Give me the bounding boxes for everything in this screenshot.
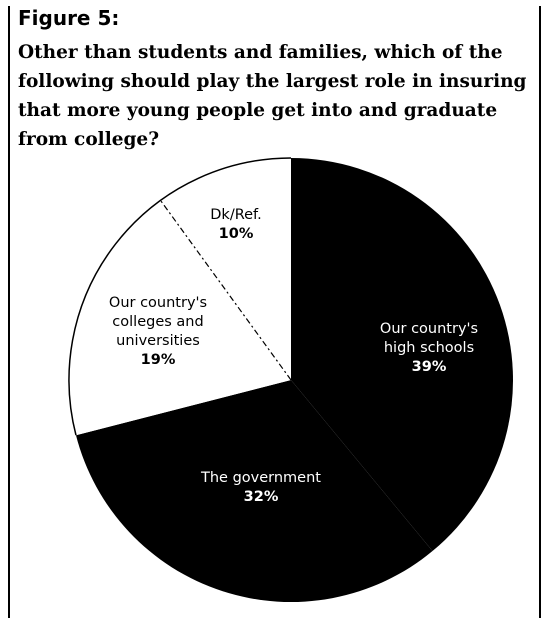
slice-value-label: 39% <box>412 359 447 375</box>
slice-value-label: 10% <box>219 226 254 242</box>
slice-category-label: Our country's <box>380 321 478 337</box>
slice-category-label: Dk/Ref. <box>210 207 261 223</box>
figure-question: Other than students and families, which … <box>18 42 527 150</box>
figure-frame: Figure 5: Other than students and famili… <box>8 6 541 618</box>
pie-outline <box>68 157 292 436</box>
slice-category-label: Our country's <box>109 295 207 311</box>
slice-separator <box>160 200 292 381</box>
pie-slice <box>68 200 291 436</box>
slice-category-label: high schools <box>384 340 474 356</box>
slice-value-label: 19% <box>141 352 176 368</box>
slice-category-label: The government <box>200 470 321 486</box>
pie-slice <box>75 380 433 603</box>
slice-category-label: colleges and <box>112 314 203 330</box>
figure-label: Figure 5: <box>18 6 120 30</box>
slice-value-label: 32% <box>244 489 279 505</box>
slice-category-label: universities <box>116 333 200 349</box>
pie-slice <box>291 158 513 552</box>
pie-slice <box>160 158 291 380</box>
